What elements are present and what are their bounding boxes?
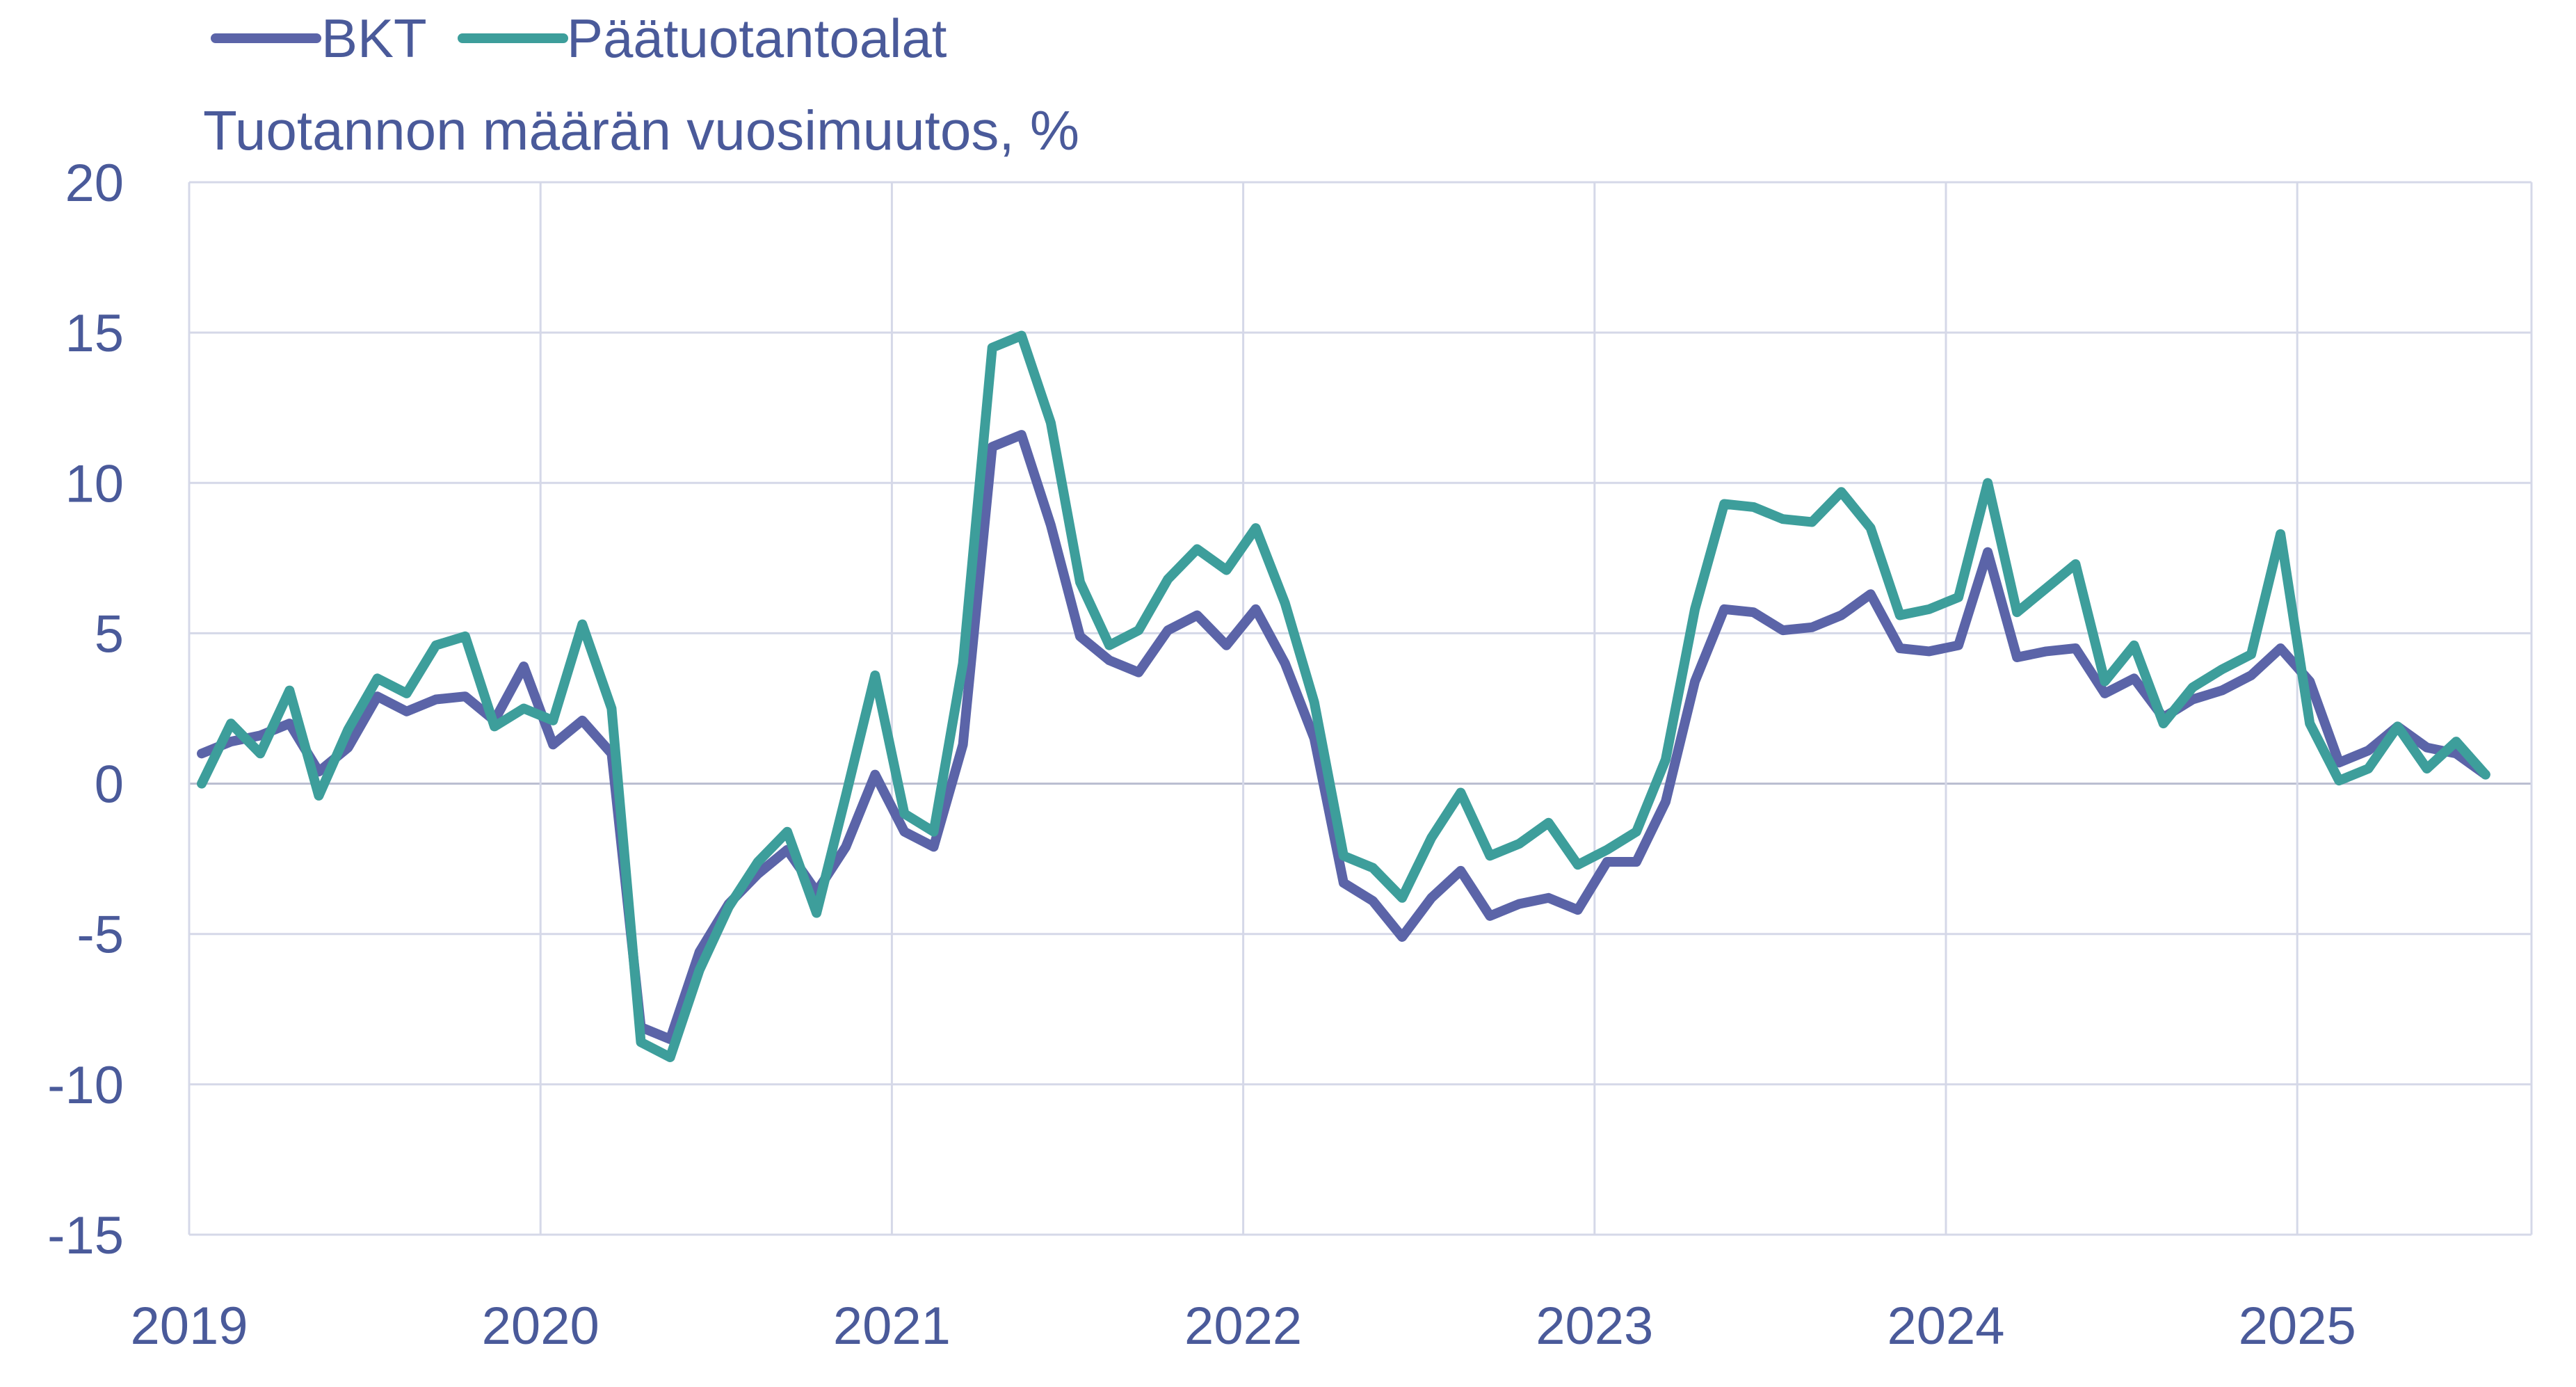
x-tick-label: 2024 [1887,1297,2004,1356]
y-tick-label: -15 [47,1206,124,1265]
data-series [197,330,2490,1062]
series-line-bkt [197,430,2490,1044]
x-axis-ticks: 2019 2020 2021 2022 2023 2024 2025 [130,1297,2356,1356]
y-tick-label: -10 [47,1056,124,1115]
x-tick-label: 2019 [130,1297,248,1356]
x-tick-label: 2022 [1184,1297,1302,1356]
y-axis-ticks: 20 15 10 5 0 -5 -10 -15 [47,154,124,1265]
legend: BKT Päätuotantoalat [211,8,947,69]
series-line-paatuotantoalat [197,330,2490,1062]
legend-label-bkt: BKT [321,8,427,69]
y-tick-label: 20 [65,154,124,213]
y-tick-label: 15 [65,304,124,363]
y-tick-label: -5 [77,906,124,965]
y-tick-label: 5 [95,604,124,664]
chart-subtitle: Tuotannon määrän vuosimuutos, % [203,99,1079,161]
legend-label-paatuotantoalat: Päätuotantoalat [567,8,947,69]
y-tick-label: 0 [95,755,124,815]
x-tick-label: 2020 [482,1297,599,1356]
x-tick-label: 2025 [2239,1297,2356,1356]
y-tick-label: 10 [65,454,124,513]
x-tick-label: 2021 [833,1297,951,1356]
x-tick-label: 2023 [1536,1297,1653,1356]
